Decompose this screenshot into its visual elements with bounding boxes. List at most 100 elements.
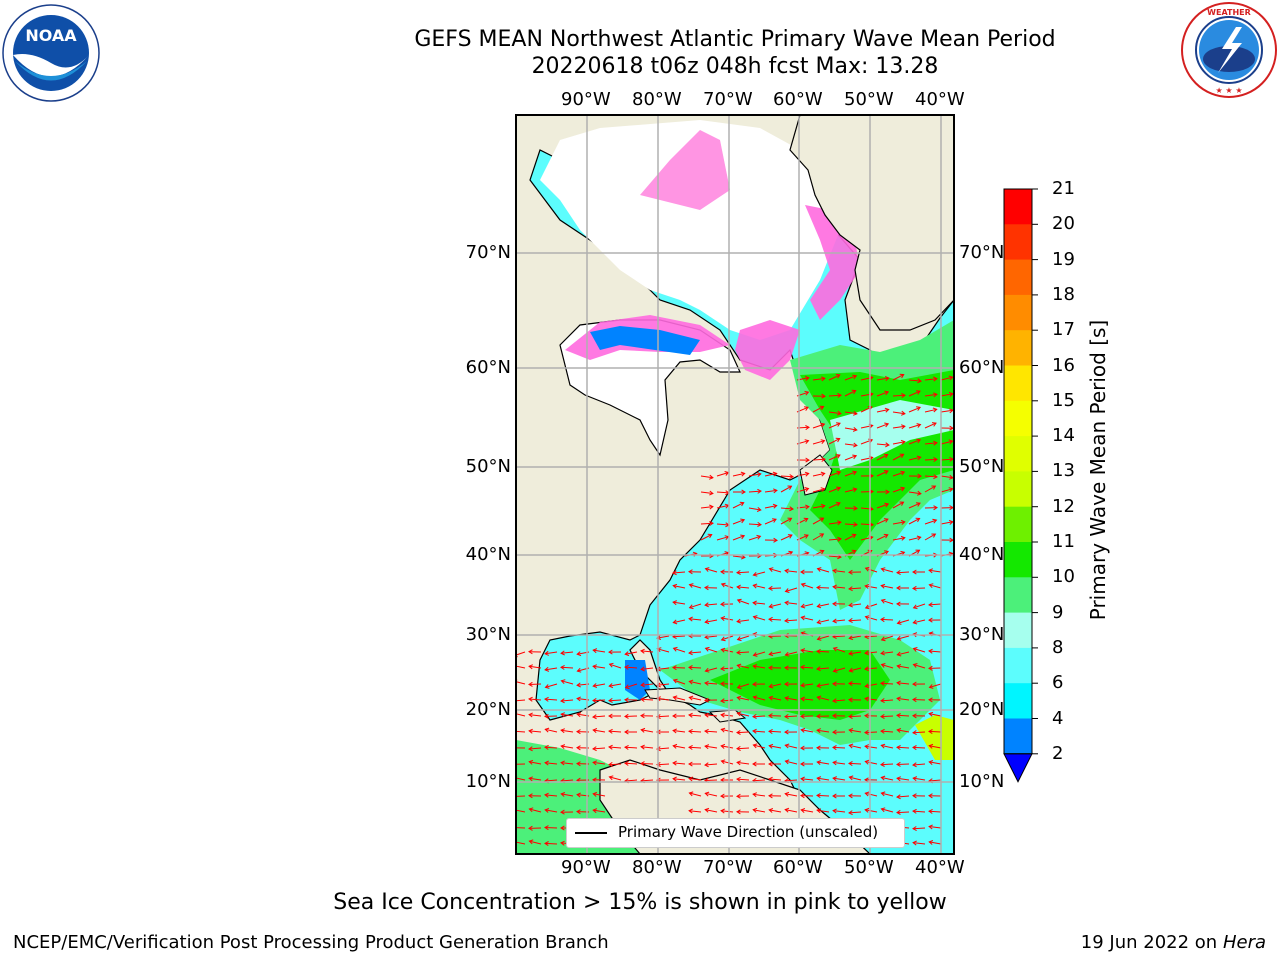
wave-direction-arrowhead — [720, 601, 725, 607]
wave-direction-arrowhead — [864, 615, 870, 621]
wave-direction-arrowhead — [740, 534, 746, 540]
wave-direction-arrowhead — [819, 517, 825, 522]
wave-direction-arrowhead — [912, 681, 917, 687]
wave-direction-arrowhead — [933, 392, 938, 398]
wave-direction-arrowhead — [720, 569, 725, 575]
wave-direction-arrow — [896, 811, 910, 814]
wave-direction-arrowhead — [788, 550, 794, 556]
wave-direction-arrow — [844, 411, 857, 415]
wave-direction-arrowhead — [608, 713, 613, 719]
wave-direction-arrowhead — [560, 840, 565, 846]
wave-direction-arrow — [929, 761, 942, 765]
wave-direction-arrow — [716, 491, 730, 494]
wave-direction-arrow — [896, 714, 910, 717]
wave-direction-arrow — [833, 777, 846, 781]
wave-direction-arrowhead — [928, 665, 933, 671]
wave-direction-arrowhead — [948, 391, 954, 397]
wave-direction-arrowhead — [640, 682, 645, 688]
wave-direction-arrowhead — [704, 728, 709, 734]
wave-direction-arrowhead — [736, 695, 742, 701]
wave-direction-arrow — [865, 792, 878, 797]
nws-logo: WEATHER ★ ★ ★ — [1181, 2, 1277, 98]
wave-direction-arrowhead — [608, 744, 613, 750]
wave-direction-arrowhead — [864, 604, 870, 610]
wave-direction-arrow — [881, 651, 894, 654]
wave-direction-arrowhead — [720, 808, 725, 814]
wave-direction-arrow — [865, 809, 878, 813]
wave-direction-arrow — [908, 379, 922, 382]
wave-direction-arrowhead — [916, 455, 922, 461]
wave-direction-arrow — [848, 811, 862, 814]
wave-direction-arrowhead — [784, 665, 789, 671]
wave-direction-arrowhead — [884, 407, 890, 413]
wave-direction-arrow — [785, 697, 798, 701]
wave-direction-arrow — [865, 761, 878, 765]
wave-direction-arrow — [896, 795, 910, 798]
wave-direction-arrow — [785, 587, 798, 592]
wave-direction-arrow — [608, 746, 622, 749]
wave-direction-arrowhead — [800, 776, 805, 782]
wave-direction-arrow — [748, 507, 761, 511]
chart-title: GEFS MEAN Northwest Atlantic Primary Wav… — [414, 27, 1056, 52]
wave-direction-arrow — [657, 635, 670, 639]
wave-direction-arrow — [881, 744, 894, 749]
wave-direction-arrowhead — [576, 651, 582, 657]
wave-direction-arrowhead — [816, 666, 821, 672]
wave-direction-arrowhead — [544, 713, 549, 719]
wave-direction-arrowhead — [704, 807, 710, 813]
wave-direction-arrowhead — [576, 809, 581, 815]
wave-direction-arrowhead — [804, 471, 810, 477]
wave-direction-arrow — [801, 729, 814, 733]
wave-direction-arrowhead — [592, 746, 597, 752]
wave-direction-arrow — [516, 795, 526, 797]
wave-direction-arrowhead — [560, 650, 565, 656]
wave-direction-arrowhead — [836, 486, 842, 492]
wave-direction-arrow — [940, 488, 953, 493]
wave-direction-arrow — [833, 586, 846, 589]
wave-direction-arrow — [593, 793, 606, 797]
wave-direction-arrow — [908, 517, 920, 525]
wave-direction-arrow — [544, 779, 558, 782]
wave-direction-arrow — [721, 649, 734, 653]
wave-direction-arrow — [561, 729, 574, 733]
wave-direction-arrow — [865, 651, 878, 654]
wave-direction-arrow — [640, 779, 654, 782]
wave-direction-arrowhead — [592, 808, 598, 814]
wave-direction-arrow — [924, 475, 938, 478]
wave-direction-arrow — [689, 618, 702, 621]
wave-direction-arrowhead — [528, 776, 533, 782]
wave-direction-arrow — [812, 377, 825, 381]
legend-line-icon — [575, 832, 607, 834]
wave-direction-arrowhead — [912, 762, 917, 768]
wave-direction-arrowhead — [864, 696, 869, 702]
wave-direction-arrowhead — [931, 485, 937, 490]
wave-direction-arrow — [609, 683, 622, 687]
colorbar-segment — [1004, 647, 1032, 684]
lat-label-left: 70°N — [465, 242, 511, 263]
wave-direction-arrowhead — [917, 473, 922, 479]
wave-direction-arrow — [801, 616, 814, 621]
wave-direction-arrowhead — [736, 684, 742, 690]
wave-direction-arrow — [732, 519, 745, 525]
wave-direction-arrow — [716, 504, 729, 509]
wave-direction-arrow — [816, 650, 830, 653]
wave-direction-arrow — [528, 747, 542, 750]
wave-direction-arrow — [640, 650, 654, 653]
wave-direction-arrowhead — [912, 745, 917, 751]
wave-direction-arrowhead — [880, 650, 885, 656]
wave-direction-arrowhead — [864, 791, 870, 797]
wave-direction-arrow — [732, 502, 744, 509]
wave-direction-arrowhead — [912, 697, 917, 703]
wave-direction-arrowhead — [560, 698, 565, 704]
wave-direction-arrowhead — [624, 697, 629, 703]
wave-direction-arrowhead — [883, 470, 889, 475]
wave-direction-arrowhead — [864, 729, 869, 735]
lon-label-top: 40°W — [915, 89, 965, 110]
wave-direction-arrowhead — [784, 588, 790, 593]
wave-direction-arrowhead — [688, 665, 693, 671]
wave-direction-arrow — [876, 443, 889, 446]
wave-direction-arrow — [753, 584, 766, 589]
wave-direction-arrow — [769, 603, 782, 608]
wave-direction-arrow — [752, 730, 766, 733]
wave-direction-arrow — [908, 424, 921, 429]
